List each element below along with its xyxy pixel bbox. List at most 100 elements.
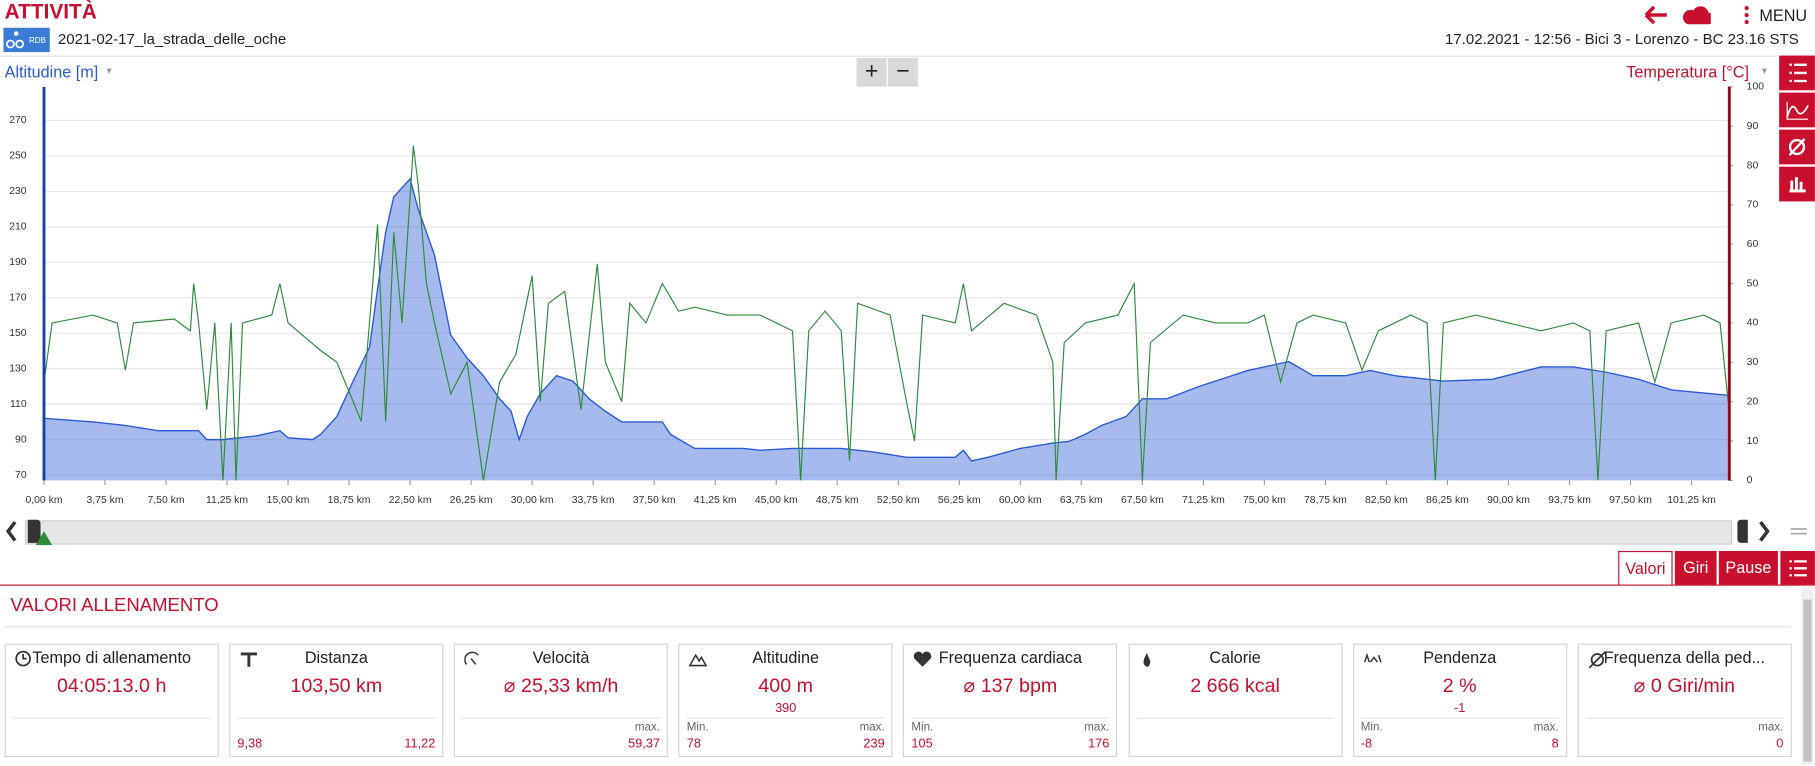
card-left-label: Min. [911,721,934,734]
slider-handle-left[interactable] [27,519,41,543]
y-axis-label[interactable]: Altitudine [m] [4,62,99,82]
x-tick-label: 82,50 km [1365,495,1408,506]
card-icon [1363,651,1382,675]
icon [688,653,708,667]
card-value: 2 666 kcal [1190,674,1280,697]
x-tick-label: 78,75 km [1304,495,1347,506]
card-right-value: 239 [863,737,885,752]
y-tick-label: 170 [9,293,27,304]
stat-card[interactable]: Tempo di allenamento 04:05:13.0 h [4,643,219,758]
card-value: ⌀ 0 Giri/min [1633,674,1736,697]
x-tick-label: 56,25 km [938,495,981,506]
range-slider[interactable] [0,514,1815,549]
stat-card[interactable]: Pendenza 2 % -1 Min. -8 max. 8 [1352,643,1567,758]
cloud-icon[interactable] [1683,6,1711,25]
card-title: Velocità [532,648,590,667]
tab-giri[interactable]: Giri [1674,550,1717,585]
list-button[interactable] [1779,55,1815,91]
y2-tick-label: 60 [1747,239,1759,250]
tab-divider [0,584,1815,586]
y2-axis-dropdown[interactable]: ▾ [1761,64,1767,77]
card-icon [688,651,708,675]
slider-left-arrow[interactable] [5,520,17,542]
x-tick-label: 33,75 km [572,495,615,506]
tab-list[interactable] [1780,550,1815,585]
section-title: VALORI ALLENAMENTO [10,596,219,616]
x-tick-label: 63,75 km [1060,495,1103,506]
card-left-label: Min. [686,721,709,734]
y-tick-label: 190 [9,257,27,268]
card-left-value: -8 [1360,737,1373,752]
stat-card[interactable]: Frequenza cardiaca ⌀ 137 bpm Min. 105 max. 17… [903,643,1118,758]
average-button[interactable] [1779,129,1815,165]
x-tick-label: 97,50 km [1609,495,1652,506]
chart: 70 90 110 130 150 170 190 210 230 250 270 0 10 20 30 40… [9,82,1765,506]
tab-valori[interactable]: Valori [1618,550,1673,585]
y2-tick-label: 40 [1747,318,1759,329]
y-tick-label: 110 [10,399,27,410]
x-tick-label: 60,00 km [999,495,1042,506]
icon [15,650,31,667]
card-divider [911,717,1110,719]
y-tick-label: 250 [9,151,27,162]
card-left-value: 9,38 [237,737,263,752]
card-value: ⌀ 137 bpm [963,674,1058,697]
y-tick-label: 70 [15,470,27,481]
card-divider [237,717,436,719]
menu-dots[interactable] [1742,5,1751,26]
y-tick-label: 90 [15,434,27,445]
card-value: 400 m [758,674,814,697]
altitude-line [43,177,1729,462]
x-tick-label: 93,75 km [1548,495,1591,506]
y-axis-dropdown[interactable]: ▾ [106,64,112,77]
x-tick-label: 75,00 km [1243,495,1286,506]
card-icon [1138,651,1157,675]
slider-grip[interactable] [1790,528,1807,535]
card-divider [12,717,211,719]
y-tick-label: 210 [9,222,27,233]
activity-info: 17.02.2021 - 12:56 - Bici 3 - Lorenzo - … [1444,30,1799,48]
y2-tick-label: 100 [1747,82,1765,93]
x-tick-label: 37,50 km [633,495,676,506]
x-tick-label: 101,25 km [1667,495,1716,506]
header-icons[interactable] [1641,2,1711,27]
card-right-value: 11,22 [404,737,436,752]
stat-card[interactable]: Altitudine 400 m 390 Min. 78 max. 239 [678,643,893,758]
stat-card[interactable]: Distanza 103,50 km 9,38 11,22 [229,643,444,758]
chart-button[interactable] [1779,92,1815,128]
stat-card[interactable]: Calorie 2 666 kcal [1127,643,1343,758]
y2-axis-label[interactable]: Temperatura [°C] [1626,62,1749,82]
card-left-label: Min. [1360,721,1383,734]
card-right-label: max. [634,721,660,734]
zoom-in[interactable]: + [856,57,887,87]
sidebar [1779,55,1815,202]
x-tick-label: 15,00 km [267,495,310,506]
tab-pause[interactable]: Pause [1718,550,1778,585]
slider-right-arrow[interactable] [1759,520,1770,542]
slider-track [24,520,1733,545]
back-icon[interactable] [1644,5,1667,25]
icon [1142,652,1150,667]
scrollbar-thumb[interactable] [1803,599,1812,762]
scrollbar[interactable] [1801,585,1814,766]
x-tick-label: 41,25 km [694,495,737,506]
card-title: Pendenza [1423,648,1497,667]
x-tick-label: 18,75 km [328,495,371,506]
x-tick-label: 52,50 km [877,495,920,506]
section-divider [4,626,1791,628]
y2-tick-label: 90 [1747,121,1759,132]
stat-card[interactable]: Frequenza della ped... ⌀ 0 Giri/min max. 0 [1577,643,1792,758]
card-subvalue: 390 [775,701,797,716]
x-tick-label: 71,25 km [1182,495,1225,506]
slider-handle-right[interactable] [1737,519,1748,543]
menu-button[interactable]: MENU [1759,5,1808,25]
card-title: Calorie [1209,648,1261,667]
zoom-out[interactable]: − [887,57,918,87]
y2-tick-label: 80 [1747,160,1759,171]
stat-card[interactable]: Velocità ⌀ 25,33 km/h max. 59,37 [453,643,669,758]
bar-button[interactable] [1779,166,1815,202]
x-tick-label: 86,25 km [1426,495,1469,506]
card-divider [1585,717,1784,719]
card-icon [240,651,259,675]
x-tick-label: 26,25 km [450,495,493,506]
